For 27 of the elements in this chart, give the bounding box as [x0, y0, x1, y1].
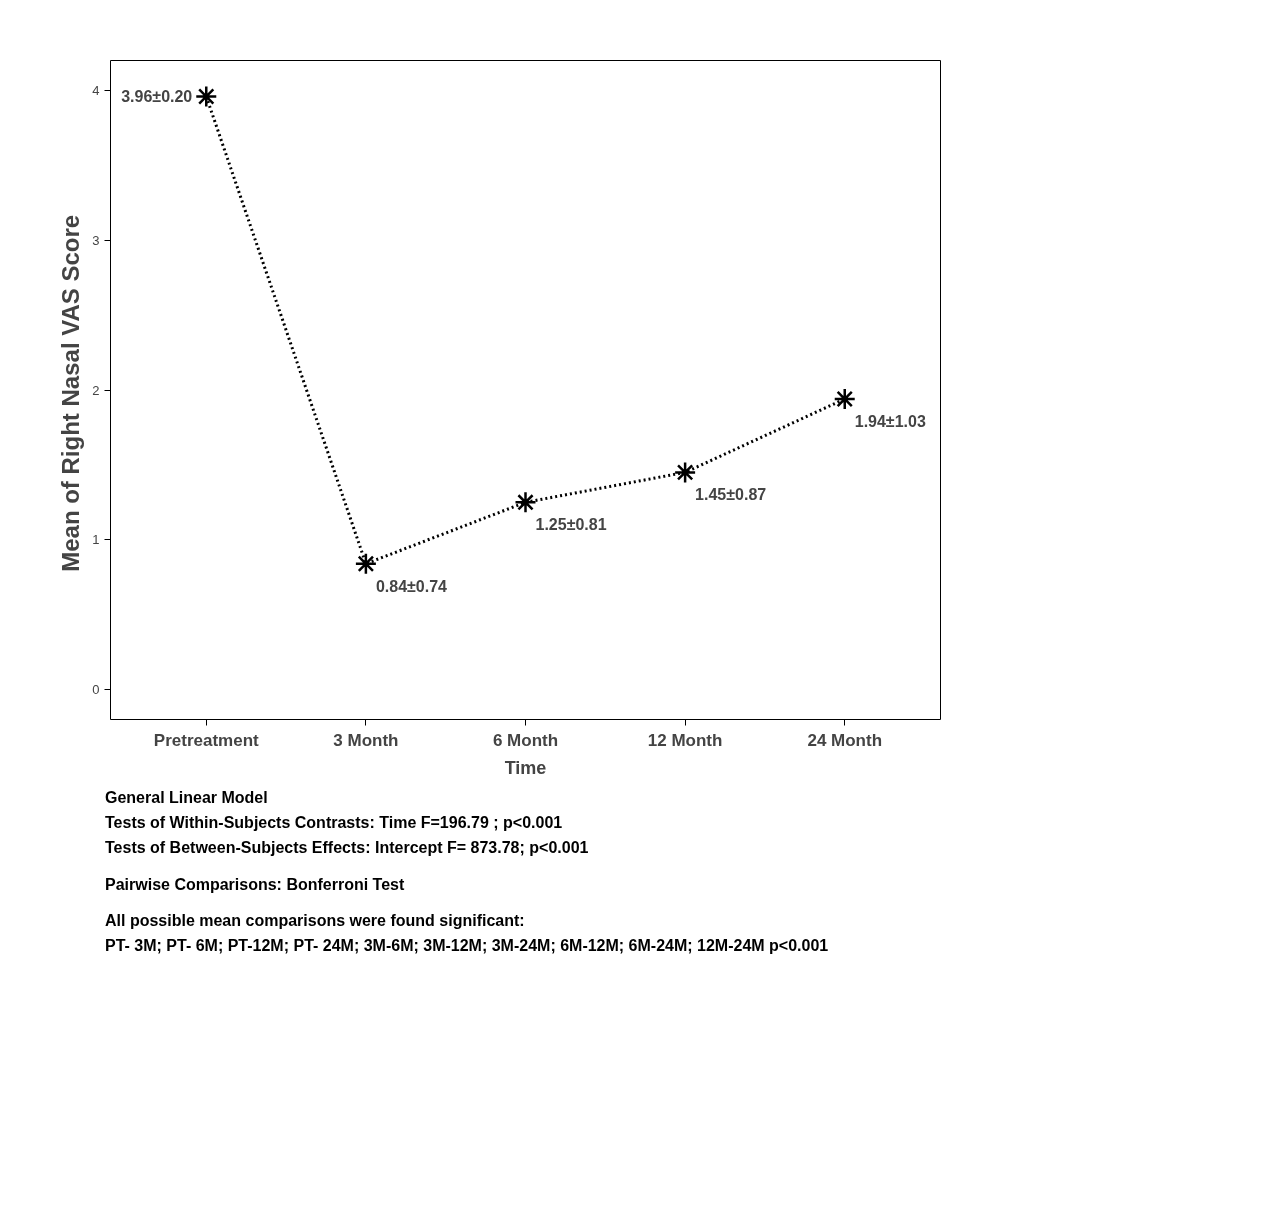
- text: Tests of Within-Subjects Contrasts: Time F=196.79 ; p<0.001: [105, 812, 564, 833]
- point: [673, 461, 697, 484]
- point: [195, 85, 218, 108]
- text: All possible mean comparisons were found significant:: [105, 911, 526, 932]
- x-tick-label: 3 Month: [333, 730, 399, 750]
- x-tick-label: 24 Month: [807, 730, 883, 750]
- y-tick-label: 4: [92, 82, 100, 98]
- x-tick-label: 6 Month: [492, 730, 559, 750]
- data-label: 1.45±0.87: [695, 486, 767, 504]
- y-tick-label: 2: [92, 382, 100, 398]
- data-label: 1.94±1.03: [854, 412, 926, 430]
- data-label: 3.96±0.20: [121, 87, 193, 105]
- y-tick-label: 3: [92, 232, 100, 248]
- x-tick-label: 12 Month: [647, 730, 723, 750]
- x-tick-label: Pretreatment: [153, 730, 260, 750]
- data-label: 0.84±0.74: [375, 577, 448, 595]
- x-axis-title: Time: [504, 757, 547, 778]
- text: PT- 3M; PT- 6M; PT-12M; PT- 24M; 3M-6M; 3M-12M; 3M-24M; 6M-12M; 6M-24M; 12M-24M p<0.001: [105, 936, 829, 957]
- point: [833, 387, 856, 411]
- y-axis-title: Mean of Right Nasal VAS Score: [57, 214, 85, 572]
- data-label: 1.25±0.81: [535, 516, 607, 534]
- point: [354, 552, 378, 575]
- text: General Linear Model: [105, 788, 269, 808]
- y-tick-label: 0: [92, 682, 100, 698]
- text: Tests of Between-Subjects Effects: Intercept F= 873.78; p<0.001: [105, 837, 590, 858]
- text: Pairwise Comparisons: Bonferroni Test: [105, 874, 406, 895]
- y-tick-label: 1: [92, 532, 100, 548]
